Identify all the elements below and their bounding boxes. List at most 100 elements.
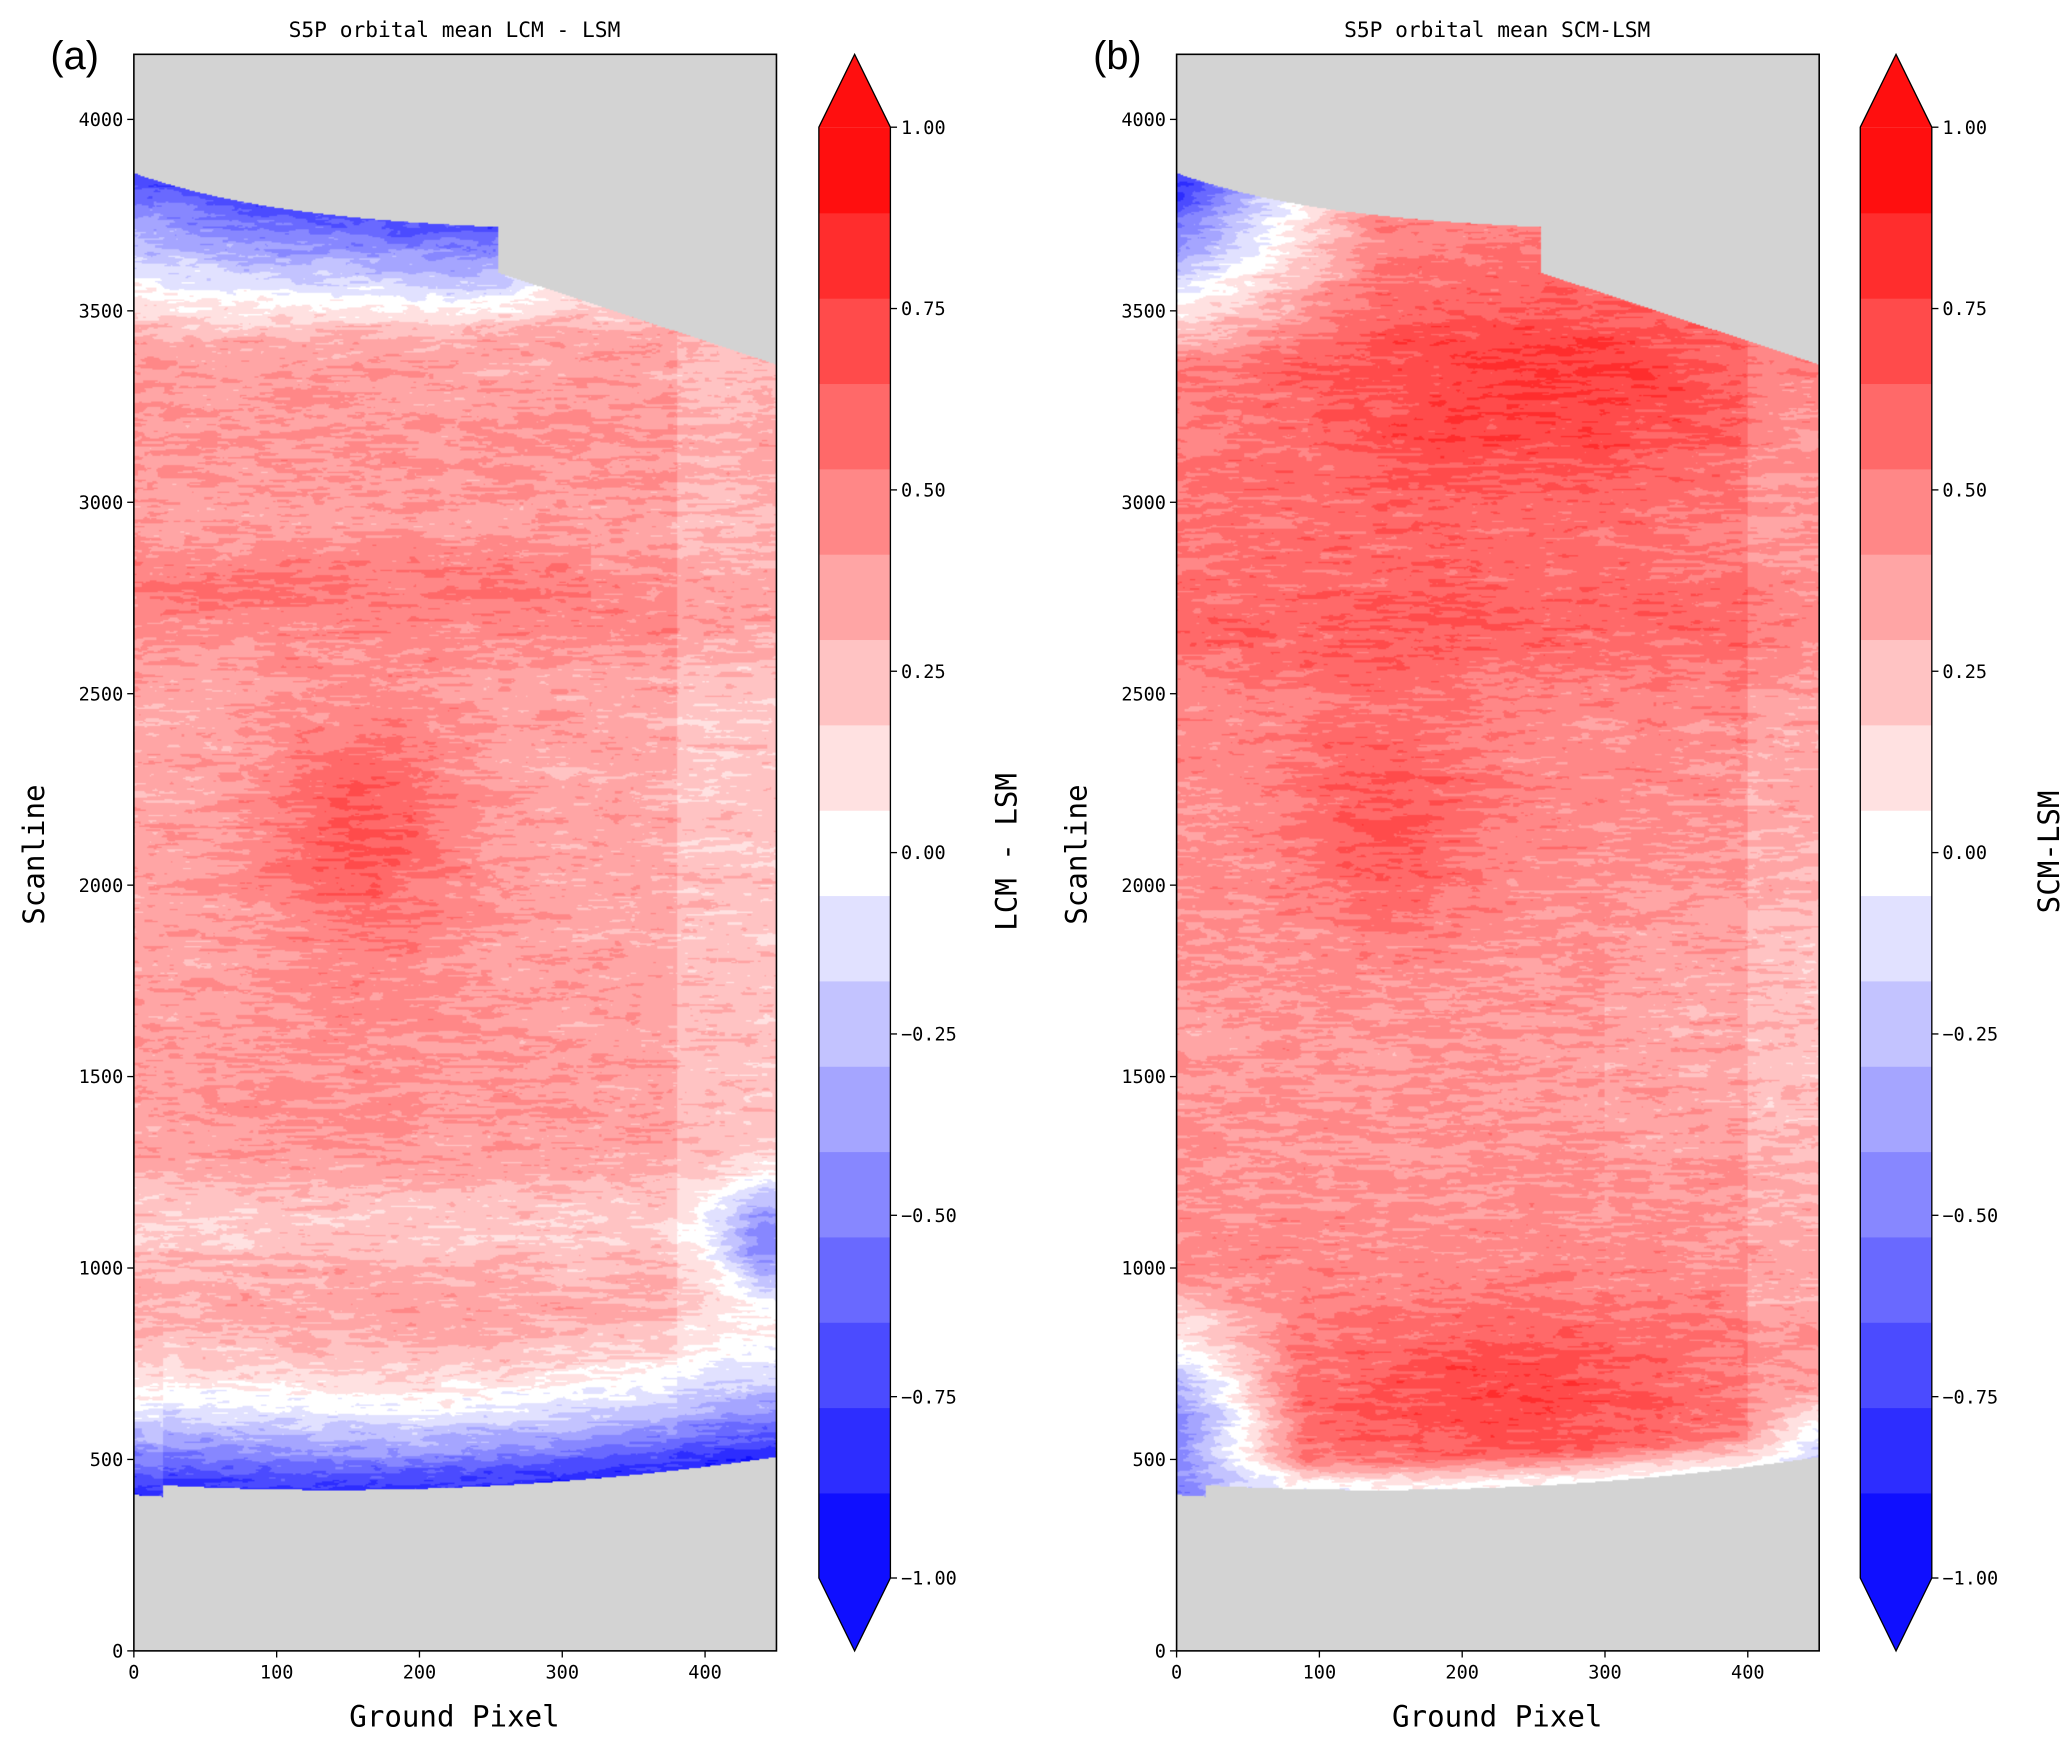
- colorbar-band: [818, 212, 891, 299]
- x-tick-label: 300: [1588, 1663, 1621, 1684]
- colorbar-tick-label: −0.75: [1942, 1387, 1998, 1408]
- panel-label: (a): [50, 34, 99, 78]
- axes-frame: [1175, 53, 1820, 1652]
- x-tick-label: 200: [1445, 1663, 1478, 1684]
- y-tick-label: 3500: [1121, 301, 1166, 322]
- colorbar-band: [1860, 895, 1932, 982]
- y-tick-label: 3000: [1121, 493, 1166, 514]
- colorbar-tick-label: 1.00: [901, 118, 946, 139]
- x-tick-label: 400: [1731, 1663, 1764, 1684]
- colorbar-band: [1860, 724, 1932, 811]
- colorbar-extend-min: [818, 1578, 891, 1651]
- y-tick-label: 2500: [79, 684, 124, 705]
- panel-a: (a) S5P orbital mean LCM - LSM Ground Pi…: [17, 17, 1024, 1733]
- colorbar-tick-label: 0.75: [901, 299, 946, 320]
- x-tick-label: 0: [128, 1663, 139, 1684]
- colorbar-band: [1860, 1492, 1932, 1579]
- y-tick-label: 1500: [1121, 1067, 1166, 1088]
- colorbar-band: [818, 1065, 891, 1153]
- y-tick-label: 4000: [79, 110, 124, 131]
- colorbar-band: [1860, 553, 1932, 641]
- colorbar-tick-label: −1.00: [901, 1569, 957, 1590]
- x-tick-label: 300: [546, 1663, 579, 1684]
- colorbar-band: [818, 468, 891, 555]
- y-axis-label: Scanline: [1059, 784, 1093, 924]
- colorbar-tick-label: 0.00: [1942, 843, 1987, 864]
- colorbar-tick-label: −0.25: [901, 1025, 957, 1046]
- colorbar-band: [818, 383, 891, 470]
- x-tick-label: 100: [260, 1663, 293, 1684]
- colorbar-tick-label: 0.50: [901, 481, 946, 502]
- colorbar-band: [818, 553, 891, 641]
- colorbar-tick-label: 1.00: [1942, 118, 1987, 139]
- colorbar: 1.00 0.75 0.50 0.25 0.00 −0.25 −0.50 −0.75 −1.00: [818, 52, 957, 1653]
- colorbar-band: [1860, 1236, 1932, 1323]
- y-axis-label: Scanline: [17, 784, 51, 924]
- chart-title: S5P orbital mean LCM - LSM: [289, 17, 621, 42]
- x-axis-label: Ground Pixel: [349, 1699, 559, 1733]
- colorbar-band: [818, 1151, 891, 1238]
- colorbar-band: [1860, 212, 1932, 299]
- colorbar-label: LCM - LSM: [989, 773, 1023, 931]
- colorbar-band: [1860, 297, 1932, 385]
- colorbar-band: [818, 1321, 891, 1409]
- colorbar-extend-min: [1860, 1578, 1932, 1651]
- y-tick-label: 1000: [79, 1259, 124, 1280]
- colorbar-band: [818, 724, 891, 811]
- colorbar-tick-label: 0.75: [1942, 299, 1987, 320]
- colorbar-band: [818, 297, 891, 385]
- colorbar-tick-label: −0.25: [1942, 1025, 1998, 1046]
- heatmap-field: [1176, 54, 1820, 1651]
- y-tick-label: 500: [1133, 1450, 1166, 1471]
- colorbar-band: [818, 809, 891, 897]
- x-tick-label: 100: [1303, 1663, 1336, 1684]
- y-tick-label: 2500: [1121, 684, 1166, 705]
- colorbar-band: [1860, 639, 1932, 726]
- colorbar-band: [818, 980, 891, 1067]
- colorbar-tick-label: 0.25: [901, 662, 946, 683]
- y-tick-label: 4000: [1121, 110, 1166, 131]
- colorbar-tick-label: −0.50: [901, 1206, 957, 1227]
- colorbar-tick-label: 0.50: [1942, 481, 1987, 502]
- axes-frame: [133, 53, 778, 1652]
- colorbar-tick-label: 0.25: [1942, 662, 1987, 683]
- y-tick-label: 1500: [79, 1067, 124, 1088]
- y-tick-label: 0: [1155, 1642, 1166, 1663]
- colorbar-band: [1860, 127, 1932, 214]
- colorbar-band: [1860, 1407, 1932, 1494]
- colorbar-tick-label: −0.75: [901, 1387, 957, 1408]
- colorbar-band: [818, 639, 891, 726]
- heatmap-field: [133, 54, 777, 1651]
- colorbar-band: [818, 127, 891, 214]
- colorbar-band: [1860, 468, 1932, 555]
- colorbar-extend-max: [1860, 54, 1932, 128]
- colorbar-label: SCM-LSM: [2032, 791, 2066, 914]
- colorbar-band: [1860, 1151, 1932, 1238]
- y-tick-label: 2000: [79, 876, 124, 897]
- colorbar-band: [818, 1236, 891, 1323]
- chart-title: S5P orbital mean SCM-LSM: [1344, 17, 1650, 42]
- colorbar: 1.00 0.75 0.50 0.25 0.00 −0.25 −0.50 −0.75 −1.00: [1859, 52, 1998, 1653]
- colorbar-extend-max: [818, 54, 891, 128]
- x-tick-label: 400: [688, 1663, 721, 1684]
- y-tick-label: 1000: [1121, 1259, 1166, 1280]
- y-tick-label: 3500: [79, 301, 124, 322]
- colorbar-tick-label: −1.00: [1942, 1569, 1998, 1590]
- x-tick-label: 0: [1171, 1663, 1182, 1684]
- colorbar-band: [1860, 1321, 1932, 1409]
- y-tick-label: 2000: [1121, 876, 1166, 897]
- colorbar-tick-label: −0.50: [1942, 1206, 1998, 1227]
- x-axis-label: Ground Pixel: [1392, 1699, 1602, 1733]
- y-tick-label: 0: [112, 1642, 123, 1663]
- colorbar-band: [818, 1492, 891, 1579]
- colorbar-band: [1860, 980, 1932, 1067]
- colorbar-band: [818, 1407, 891, 1494]
- colorbar-band: [1860, 383, 1932, 470]
- colorbar-band: [1860, 1065, 1932, 1153]
- colorbar-band: [818, 895, 891, 982]
- y-tick-label: 3000: [79, 493, 124, 514]
- colorbar-tick-label: 0.00: [901, 843, 946, 864]
- y-tick-label: 500: [90, 1450, 123, 1471]
- panel-b: (b) S5P orbital mean SCM-LSM Ground Pixe…: [1059, 17, 2066, 1733]
